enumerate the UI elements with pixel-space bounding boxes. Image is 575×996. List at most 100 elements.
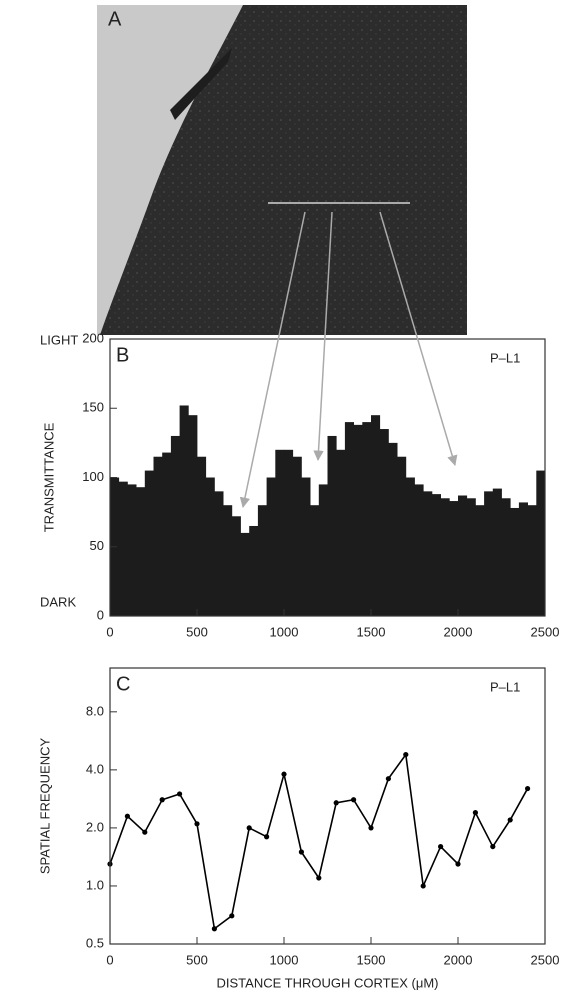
bar bbox=[205, 477, 215, 616]
bar bbox=[301, 477, 311, 616]
x-tick-label: 500 bbox=[186, 624, 208, 639]
bar bbox=[170, 435, 180, 616]
y-axis-title: TRANSMITTANCE bbox=[41, 422, 56, 532]
marker bbox=[455, 861, 461, 867]
arrow bbox=[239, 211, 306, 509]
bar bbox=[484, 491, 494, 616]
marker bbox=[403, 751, 409, 758]
marker bbox=[298, 849, 304, 855]
light-label: LIGHT bbox=[40, 332, 78, 347]
bar bbox=[362, 422, 372, 616]
x-tick-label: 1500 bbox=[357, 624, 386, 639]
marker bbox=[281, 771, 287, 777]
x-tick-label: 2500 bbox=[531, 952, 560, 967]
arrow bbox=[313, 211, 333, 462]
bar bbox=[466, 498, 476, 616]
bar bbox=[179, 405, 189, 616]
panel-label: B bbox=[116, 344, 129, 366]
y-tick-label: 50 bbox=[90, 538, 104, 553]
bar bbox=[518, 502, 528, 616]
bar bbox=[318, 484, 328, 616]
y-tick-label: 1.0 bbox=[86, 877, 104, 892]
marker bbox=[229, 913, 235, 919]
bar bbox=[214, 491, 224, 616]
bar bbox=[397, 456, 407, 616]
bar bbox=[527, 505, 537, 616]
marker bbox=[246, 825, 252, 831]
y-tick-label: 0.5 bbox=[86, 935, 104, 950]
bar bbox=[284, 449, 294, 616]
arrow bbox=[379, 211, 458, 467]
bar bbox=[379, 429, 389, 616]
bar bbox=[162, 452, 172, 616]
x-tick-label: 1500 bbox=[357, 952, 386, 967]
bar bbox=[371, 415, 381, 616]
bar bbox=[405, 477, 415, 616]
annotation: P–L1 bbox=[490, 679, 520, 694]
dark-label: DARK bbox=[40, 594, 76, 609]
marker bbox=[472, 810, 478, 816]
photo-fragment bbox=[170, 48, 232, 120]
bar bbox=[492, 488, 502, 616]
marker bbox=[368, 825, 374, 831]
bar bbox=[231, 516, 241, 616]
marker bbox=[438, 843, 444, 850]
x-axis-title: DISTANCE THROUGH CORTEX (μM) bbox=[217, 975, 439, 990]
bar bbox=[136, 487, 146, 616]
annotation: P–L1 bbox=[490, 350, 520, 365]
y-tick-label: 4.0 bbox=[86, 761, 104, 776]
marker bbox=[333, 800, 339, 806]
panel-label: C bbox=[116, 673, 130, 695]
bar bbox=[475, 505, 485, 616]
bar bbox=[501, 498, 511, 616]
marker bbox=[177, 791, 183, 797]
marker bbox=[316, 875, 322, 881]
marker bbox=[264, 834, 270, 840]
x-tick-label: 2000 bbox=[444, 624, 473, 639]
x-tick-label: 500 bbox=[186, 952, 208, 967]
bar bbox=[240, 532, 250, 616]
x-tick-label: 1000 bbox=[270, 952, 299, 967]
y-tick-label: 8.0 bbox=[86, 703, 104, 718]
bar bbox=[458, 495, 468, 616]
bar bbox=[510, 507, 520, 616]
bar bbox=[344, 422, 354, 616]
bar bbox=[440, 498, 450, 616]
bar bbox=[310, 505, 320, 616]
photo: A bbox=[97, 5, 467, 335]
x-tick-label: 2000 bbox=[444, 952, 473, 967]
marker bbox=[525, 785, 531, 792]
y-tick-label: 150 bbox=[82, 400, 104, 415]
marker bbox=[194, 821, 200, 827]
x-tick-label: 1000 bbox=[270, 624, 299, 639]
bar bbox=[257, 505, 267, 616]
y-axis-title: SPATIAL FREQUENCY bbox=[37, 738, 52, 875]
marker bbox=[351, 797, 357, 803]
bar bbox=[153, 456, 163, 616]
bar bbox=[327, 435, 337, 616]
bar bbox=[249, 525, 259, 616]
bar bbox=[431, 494, 441, 616]
bar bbox=[292, 456, 302, 616]
bar bbox=[353, 424, 363, 616]
x-tick-label: 0 bbox=[106, 624, 113, 639]
y-tick-label: 2.0 bbox=[86, 819, 104, 834]
bar bbox=[223, 505, 233, 616]
x-tick-label: 0 bbox=[106, 952, 113, 967]
arrows bbox=[239, 211, 458, 509]
marker bbox=[420, 883, 426, 889]
bar bbox=[449, 501, 459, 616]
marker bbox=[385, 776, 391, 782]
marker bbox=[507, 817, 513, 823]
bar bbox=[423, 491, 433, 616]
marker bbox=[490, 843, 496, 850]
y-tick-label: 200 bbox=[82, 330, 104, 345]
line bbox=[109, 752, 529, 931]
bar bbox=[388, 442, 398, 616]
marker bbox=[159, 797, 165, 803]
bar bbox=[197, 456, 207, 616]
y-tick-label: 0 bbox=[97, 607, 104, 622]
plot-frame bbox=[109, 667, 546, 945]
